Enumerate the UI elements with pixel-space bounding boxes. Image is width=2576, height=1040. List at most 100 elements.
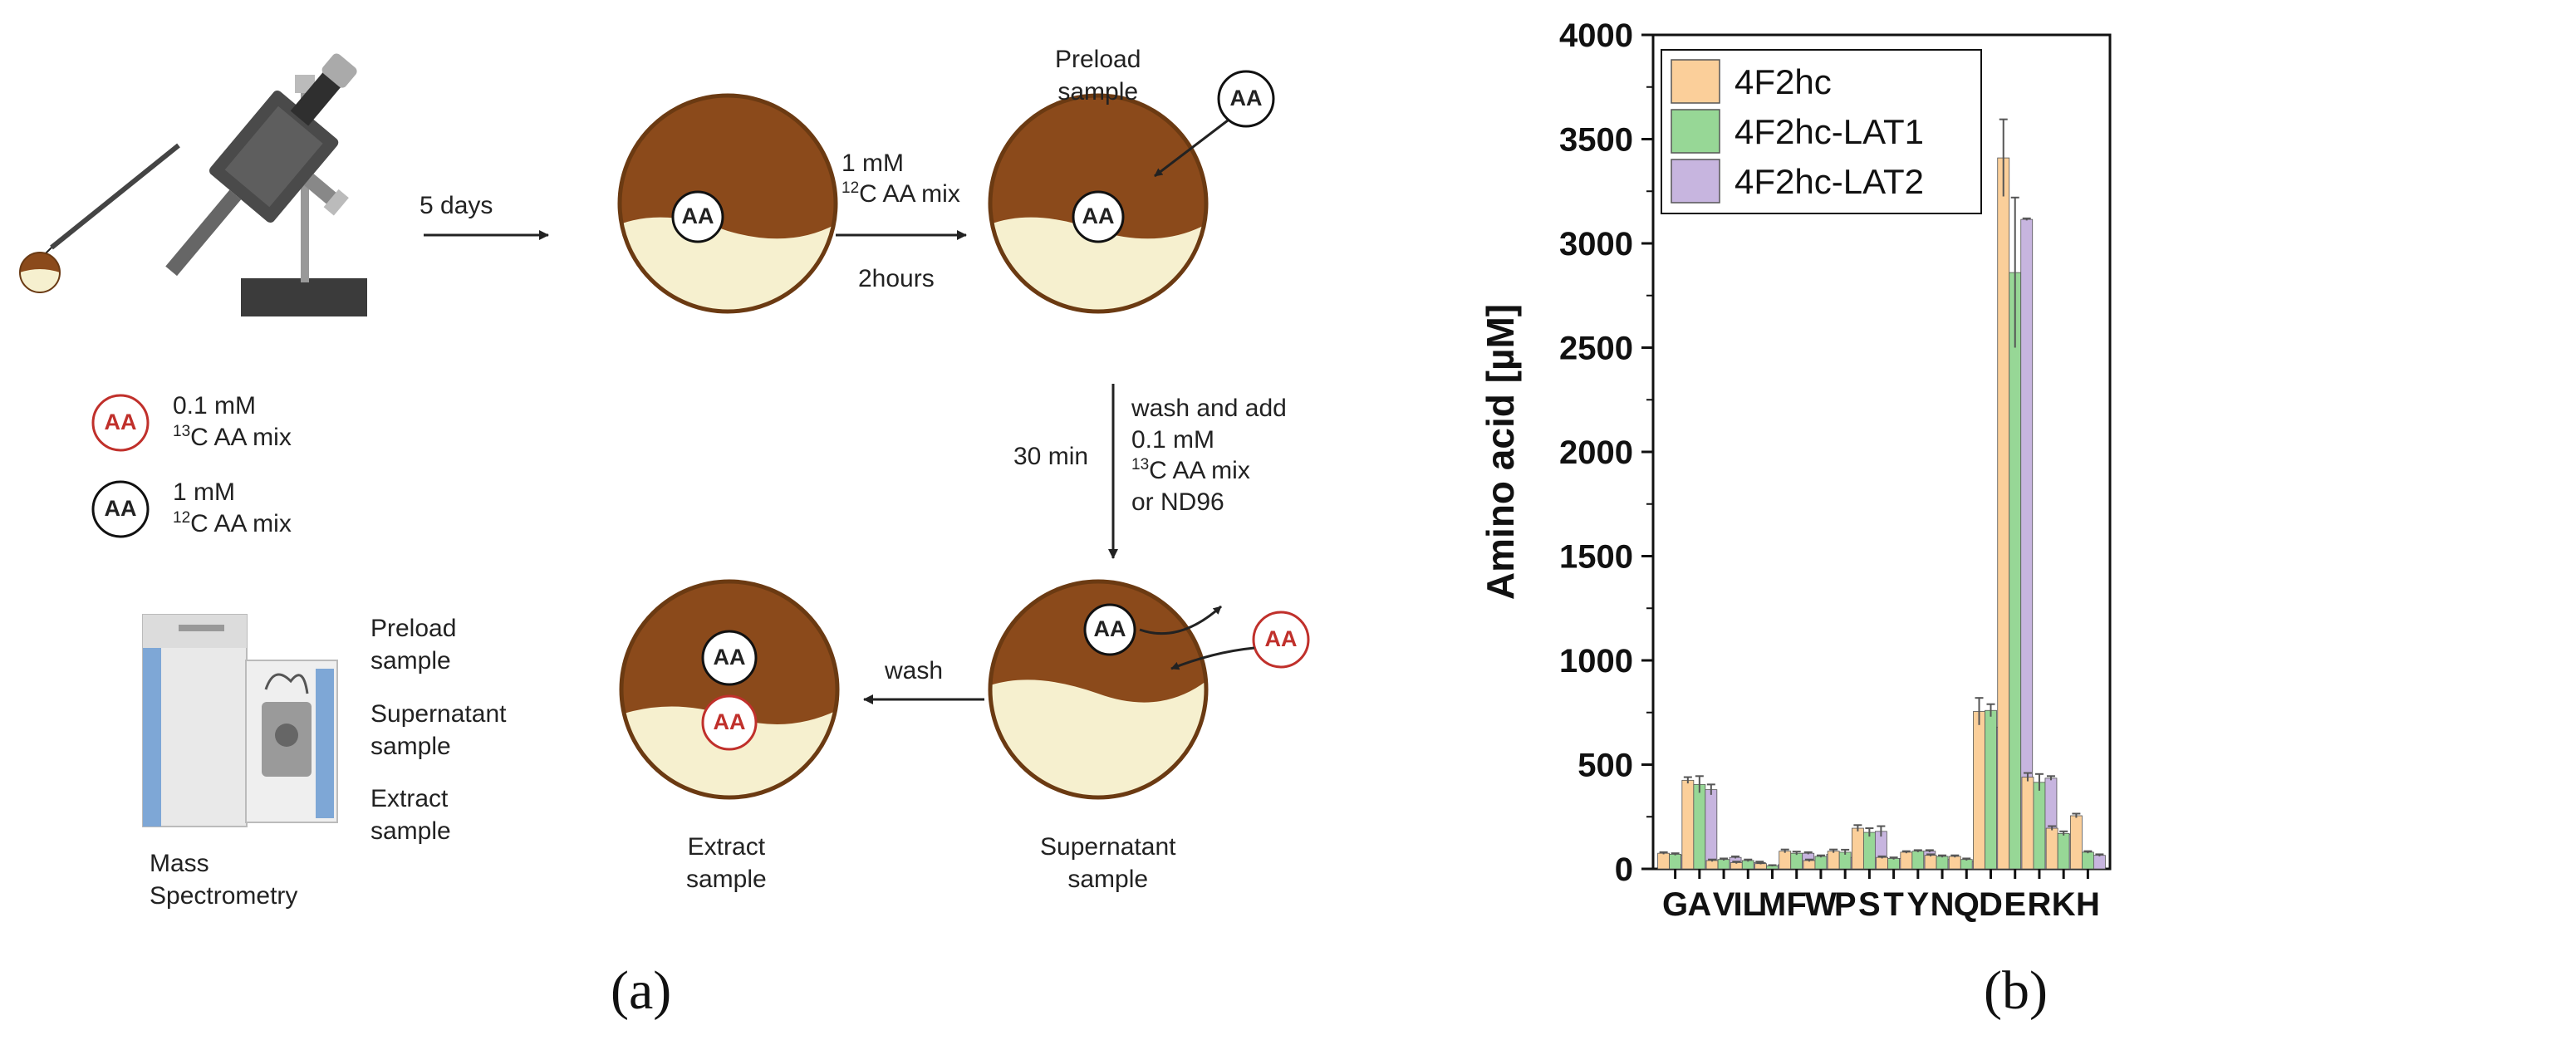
preload-concentration: 1 mM (841, 150, 904, 177)
y-axis-label: Amino acid [µM] (1479, 304, 1522, 600)
bar-4f2hc-lat1-H (2081, 851, 2094, 870)
aa-badge-pair (701, 630, 758, 751)
aa-badge-label: AA (713, 645, 746, 670)
small-oocyte-icon (19, 252, 61, 293)
ms-sample-supernatant: Supernatant sample (370, 700, 507, 760)
influx-arrow (1170, 646, 1255, 670)
preload-isotope: 12C AA mix (841, 179, 960, 208)
bar-4f2hc-lat1-D (1985, 709, 1997, 870)
y-tick-label: 4000 (1559, 17, 1633, 54)
x-tick-label: M (1759, 886, 1786, 923)
bar-4f2hc-A (1681, 779, 1695, 870)
legend-swatch (1671, 159, 1720, 204)
bar-4f2hc-lat1-G (1669, 854, 1682, 870)
x-tick-label: Y (1906, 886, 1929, 923)
x-tick-label: H (2076, 886, 2100, 923)
x-tick-label: P (1834, 886, 1857, 923)
y-tick-label: 3500 (1559, 122, 1633, 159)
aa-badge-label: AA (681, 204, 714, 228)
microinjector-icon (37, 53, 367, 316)
aa-badge-label: AA (1229, 86, 1263, 110)
bar-4f2hc-T (1876, 856, 1889, 870)
x-tick-label: G (1662, 886, 1688, 923)
legend-swatch (1671, 109, 1720, 154)
bar-4f2hc-lat1-A (1693, 783, 1706, 870)
aa-badge-black (671, 190, 724, 243)
wash-label: wash (885, 657, 944, 684)
legend-12c-text: 1 mM 12C AA mix (173, 478, 292, 537)
bar-4f2hc-lat1-F (1790, 852, 1803, 870)
y-tick-label: 0 (1615, 851, 1633, 888)
x-tick-label: S (1858, 886, 1881, 923)
bar-4f2hc-H (2069, 815, 2083, 870)
legend-label: 4F2hc (1735, 62, 1832, 101)
x-tick-label: A (1687, 886, 1711, 923)
aa-badge-label: AA (1082, 204, 1115, 228)
y-tick-label: 2000 (1559, 434, 1633, 471)
aa-badge-label-red: AA (1264, 626, 1298, 651)
incubation-label: 5 days (420, 192, 493, 219)
oocyte-4 (619, 579, 840, 800)
ms-sample-preload: Preload sample (370, 615, 457, 675)
bar-4f2hc-lat1-S (1862, 832, 1876, 870)
x-tick-label: V (1713, 886, 1735, 923)
legend-badge-13c (91, 394, 150, 452)
bar-4f2hc-M (1754, 863, 1767, 870)
x-tick-label: IL (1734, 886, 1764, 923)
aa-badge-exchange (1083, 603, 1310, 669)
bar-4f2hc-F (1779, 851, 1792, 870)
legend-13c-text: 0.1 mM 13C AA mix (173, 392, 292, 451)
preload-sample-label: Preload sample (1055, 46, 1141, 105)
legend-label: 4F2hc-LAT2 (1735, 162, 1924, 201)
y-tick-label: 2500 (1559, 331, 1633, 367)
bar-4f2hc-lat1-R (2033, 782, 2046, 870)
bar-4f2hc-lat1-W (1814, 856, 1828, 870)
legend-badge-12c (91, 480, 150, 538)
efflux-arrow (1139, 605, 1223, 635)
preload-duration: 2hours (858, 265, 935, 292)
bar-4f2hc-lat1-IL (1741, 860, 1754, 870)
bar-4f2hc-lat2-A (1705, 789, 1718, 870)
x-tick-label: E (2004, 886, 2026, 923)
uptake-arrow (1154, 119, 1229, 178)
bar-4f2hc-S (1851, 827, 1864, 870)
bar-4f2hc-lat1-N (1936, 856, 1949, 870)
legend-badge-label: AA (104, 496, 137, 521)
supernatant-sample-label: Supernatant sample (1040, 833, 1176, 893)
x-tick-label: Q (1954, 886, 1980, 923)
wash-add-instructions: wash and add 0.1 mM 13C AA mix or ND96 (1131, 395, 1287, 516)
extract-sample-label: Extract sample (686, 833, 767, 893)
bar-4f2hc-lat1-V (1717, 859, 1730, 870)
bar-4f2hc-lat1-Y (1911, 851, 1925, 870)
ms-sample-extract: Extract sample (370, 785, 451, 845)
bar-4f2hc-W (1803, 860, 1816, 870)
legend-badge-label-red: AA (104, 410, 137, 434)
x-tick-label: D (1979, 886, 2003, 923)
legend-swatch (1671, 59, 1720, 104)
x-tick-label: T (1883, 886, 1903, 923)
legend-label: 4F2hc-LAT1 (1735, 112, 1924, 151)
caption-b: (b) (1984, 960, 2048, 1021)
bar-4f2hc-P (1827, 851, 1840, 870)
bar-4f2hc-V (1705, 860, 1719, 870)
y-tick-label: 500 (1577, 748, 1633, 784)
aa-badge-label-red: AA (713, 709, 746, 734)
bar-4f2hc-N (1924, 855, 1937, 870)
bar-4f2hc-lat1-K (2057, 832, 2070, 870)
y-tick-label: 3000 (1559, 226, 1633, 262)
aa-badge-label: AA (1093, 616, 1126, 641)
x-tick-label: W (1805, 886, 1837, 923)
bar-4f2hc-lat1-T (1887, 858, 1901, 870)
caption-a: (a) (611, 960, 672, 1021)
bar-4f2hc-lat1-E (2009, 272, 2022, 870)
bar-4f2hc-R (2021, 777, 2034, 870)
x-tick-label: F (1787, 886, 1807, 923)
bar-4f2hc-E (1997, 157, 2010, 870)
bar-4f2hc-lat2-E (2020, 218, 2034, 870)
workflow-diagram (19, 53, 1310, 827)
x-tick-label: N (1931, 886, 1955, 923)
aa-badge-black (1072, 70, 1275, 243)
x-tick-label: K (2052, 886, 2076, 923)
bar-4f2hc-Q (1948, 856, 1961, 870)
